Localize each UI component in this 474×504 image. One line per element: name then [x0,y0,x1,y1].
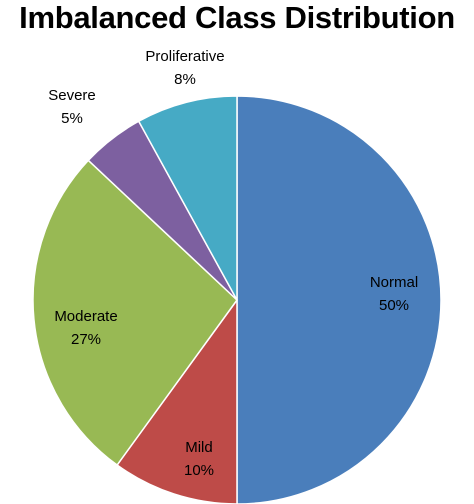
slice-category-label: Moderate [54,308,117,325]
slice-percent-label: 5% [61,110,83,127]
slice-label-normal: Normal 50% [370,274,418,314]
slice-label-severe: Severe 5% [48,87,96,127]
slice-category-label: Mild [185,439,213,456]
slice-label-mild: Mild 10% [184,439,214,479]
pie-labels: Normal 50% Mild 10% Moderate 27% Severe 5% Proli… [48,48,418,479]
slice-category-label: Normal [370,274,418,291]
slice-percent-label: 8% [174,71,196,88]
slice-percent-label: 50% [379,297,409,314]
slice-category-label: Proliferative [145,48,224,65]
slice-label-moderate: Moderate 27% [54,308,117,348]
chart-title: Imbalanced Class Distribution [19,0,455,35]
pie-slice-moderate [32,159,238,466]
slice-label-proliferative: Proliferative 8% [145,48,224,88]
pie-slice-proliferative [137,95,238,301]
slice-percent-label: 10% [184,462,214,479]
pie-slices [32,95,442,504]
pie-slice-normal [236,95,442,504]
slice-category-label: Severe [48,87,96,104]
slice-percent-label: 27% [71,331,101,348]
